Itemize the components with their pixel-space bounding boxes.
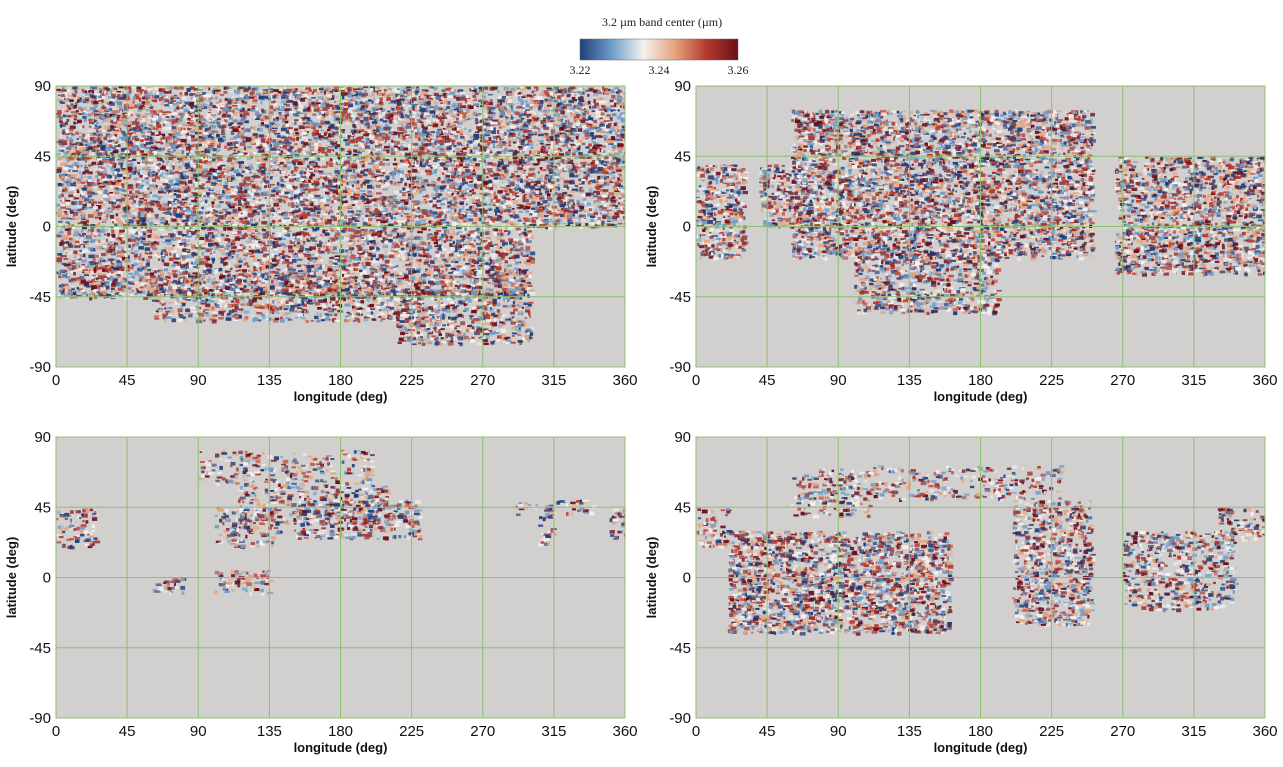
y-axis-label: latitude (deg) [644, 186, 659, 268]
x-tick-label: 270 [1110, 372, 1135, 389]
x-tick-label: 135 [257, 723, 282, 740]
x-tick-label: 180 [328, 723, 353, 740]
y-tick-label: 90 [674, 429, 691, 446]
plot-frame [55, 85, 626, 368]
plot-frame [55, 436, 626, 719]
y-tick-label: 0 [683, 219, 691, 236]
x-tick-label: 270 [470, 723, 495, 740]
x-tick-label: 90 [190, 723, 207, 740]
x-axis-label: longitude (deg) [294, 389, 388, 404]
y-tick-label: 45 [34, 148, 51, 165]
y-tick-label: -90 [29, 359, 51, 376]
band-center-map [696, 465, 1265, 636]
x-tick-label: 135 [897, 723, 922, 740]
x-tick-label: 45 [119, 723, 136, 740]
x-axis-label: longitude (deg) [934, 389, 1028, 404]
colorbar-title: 3.2 µm band center (µm) [602, 15, 722, 29]
colorbar-tick-max: 3.26 [728, 63, 749, 77]
x-tick-label: 180 [968, 372, 993, 389]
x-tick-label: 90 [830, 372, 847, 389]
x-tick-label: 225 [1039, 372, 1064, 389]
y-tick-label: -90 [669, 710, 691, 727]
y-tick-label: -45 [29, 289, 51, 306]
map-panel-top-left: 0 45 90 135 180 225 270 315 360 90 45 0 -45 -90 longit… [4, 78, 638, 404]
colorbar-gradient [579, 38, 739, 61]
y-tick-label: 0 [43, 570, 51, 587]
x-tick-label: 45 [759, 723, 776, 740]
x-tick-label: 270 [1110, 723, 1135, 740]
plot-frame [695, 85, 1266, 368]
band-center-map [56, 449, 625, 596]
x-axis-label: longitude (deg) [294, 740, 388, 755]
x-tick-label: 315 [541, 372, 566, 389]
y-tick-label: 90 [674, 78, 691, 95]
x-tick-label: 90 [830, 723, 847, 740]
colorbar-tick-mid: 3.24 [649, 63, 670, 77]
x-tick-label: 315 [541, 723, 566, 740]
x-tick-label: 315 [1181, 372, 1206, 389]
x-tick-label: 360 [1252, 723, 1277, 740]
x-axis-label: longitude (deg) [934, 740, 1028, 755]
x-tick-label: 360 [612, 372, 637, 389]
colorbar-tick-min: 3.22 [570, 63, 591, 77]
y-axis-label: latitude (deg) [4, 186, 19, 268]
y-tick-label: -45 [669, 289, 691, 306]
x-tick-label: 180 [328, 372, 353, 389]
y-axis-label: latitude (deg) [644, 537, 659, 619]
x-tick-label: 0 [52, 372, 60, 389]
x-tick-label: 315 [1181, 723, 1206, 740]
x-tick-label: 225 [399, 372, 424, 389]
y-tick-label: 90 [34, 78, 51, 95]
x-tick-label: 225 [399, 723, 424, 740]
x-tick-label: 0 [692, 723, 700, 740]
y-tick-label: -90 [669, 359, 691, 376]
x-tick-label: 90 [190, 372, 207, 389]
x-tick-label: 225 [1039, 723, 1064, 740]
plot-frame [695, 436, 1266, 719]
colorbar: 3.2 µm band center (µm) 3.22 3.24 3.26 [570, 15, 749, 77]
y-tick-label: 0 [43, 219, 51, 236]
x-tick-label: 360 [612, 723, 637, 740]
y-tick-label: -90 [29, 710, 51, 727]
y-axis-label: latitude (deg) [4, 537, 19, 619]
x-tick-label: 135 [897, 372, 922, 389]
x-tick-label: 45 [759, 372, 776, 389]
x-tick-label: 45 [119, 372, 136, 389]
y-tick-label: 45 [674, 499, 691, 516]
y-tick-label: 45 [674, 148, 691, 165]
map-panel-top-right: 0 45 90 135 180 225 270 315 360 90 45 0 -45 -90 longit… [644, 78, 1278, 404]
y-tick-label: 0 [683, 570, 691, 587]
x-tick-label: 0 [52, 723, 60, 740]
y-tick-label: -45 [669, 640, 691, 657]
map-panel-bottom-right: 0 45 90 135 180 225 270 315 360 90 45 0 -45 -90 longit… [644, 429, 1278, 755]
x-tick-label: 270 [470, 372, 495, 389]
x-tick-label: 135 [257, 372, 282, 389]
x-tick-label: 180 [968, 723, 993, 740]
y-tick-label: 45 [34, 499, 51, 516]
band-center-map [56, 86, 625, 347]
y-tick-label: 90 [34, 429, 51, 446]
map-panel-bottom-left: 0 45 90 135 180 225 270 315 360 90 45 0 -45 -90 longit… [4, 429, 638, 755]
y-tick-label: -45 [29, 640, 51, 657]
x-tick-label: 360 [1252, 372, 1277, 389]
x-tick-label: 0 [692, 372, 700, 389]
